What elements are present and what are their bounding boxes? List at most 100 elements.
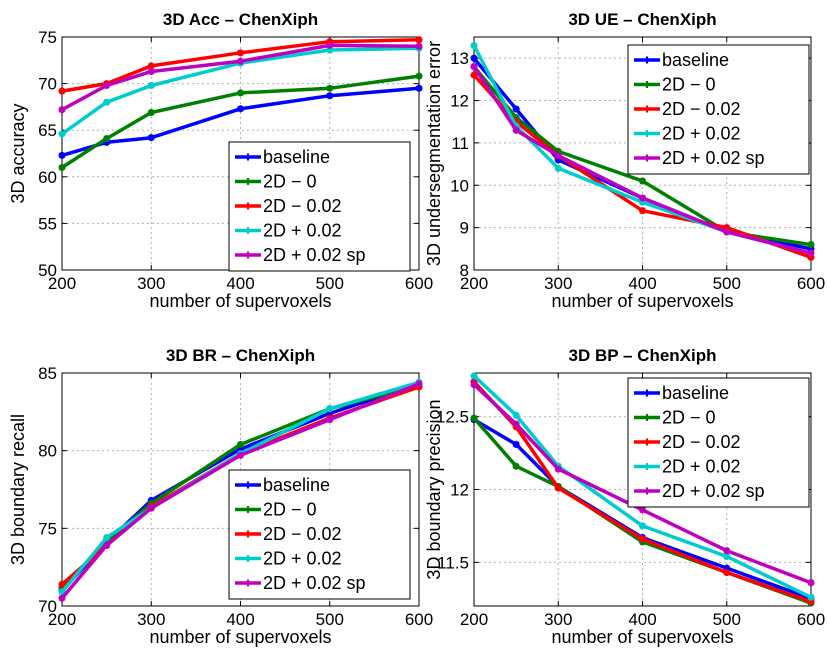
legend: baseline 2D − 0 2D − 0.02 2D + 0.02 2D + 0.0… [228,469,411,600]
legend-label: 2D + 0.02 [662,124,741,144]
data-point [512,462,520,470]
data-point [326,409,334,417]
data-point [147,62,155,70]
data-point [147,81,155,89]
series-line [61,38,420,93]
legend: baseline 2D − 0 2D − 0.02 2D + 0.02 2D + 0.0… [627,377,810,508]
legend-marker [244,481,252,489]
legend-marker [643,105,651,113]
legend: baseline 2D − 0 2D − 0.02 2D + 0.02 2D + 0.0… [228,141,411,272]
chart-title: 3D BP – ChenXiph [569,346,717,365]
series-line [61,74,420,169]
legend-label: 2D + 0.02 [662,457,741,477]
chart-4: 3D BP – ChenXiph 200 300 400 500 600 11.5 12 12.… [424,346,825,647]
data-point [58,594,66,602]
data-point [326,84,334,92]
legend-label: baseline [662,383,729,403]
legend-label: 2D − 0.02 [263,196,342,216]
data-point [807,593,815,601]
series-line [472,65,812,255]
legend-marker [244,579,252,587]
data-point [326,405,334,413]
data-point [639,207,646,215]
data-point [58,130,66,138]
x-tick-label: 400 [226,610,254,629]
y-tick-label: 85 [38,364,57,383]
data-point [512,118,520,126]
data-point [554,152,562,160]
data-point [58,106,66,114]
x-tick-label: 500 [316,610,344,629]
y-axis-label: 3D undersegmentation error [424,41,444,266]
x-tick-label: 600 [797,610,825,629]
data-point [103,541,111,549]
data-point [639,506,646,514]
series-5 [470,63,815,257]
x-axis-label: number of supervoxels [551,291,733,311]
legend-marker [244,555,252,562]
x-axis-label: number of supervoxels [149,291,331,311]
data-point [415,380,423,388]
legend-label: 2D − 0.02 [263,524,342,544]
x-tick-label: 500 [713,610,741,629]
data-point [554,164,562,172]
series-5 [58,380,423,602]
data-point [147,108,155,116]
data-point [237,451,244,459]
x-tick-label: 300 [137,274,165,293]
legend-label: 2D − 0 [662,75,716,95]
legend-label: 2D + 0.02 sp [263,245,366,265]
legend-label: 2D − 0.02 [662,99,741,119]
data-point [58,580,66,588]
legend-marker [643,154,651,162]
data-point [237,440,244,448]
legend-marker [244,506,252,513]
data-point [512,126,520,134]
data-point [147,504,155,512]
legend-marker [244,178,252,185]
x-tick-label: 300 [544,274,572,293]
data-point [58,163,66,171]
data-point [237,57,244,65]
x-tick-label: 200 [48,610,76,629]
legend: baseline 2D − 0 2D − 0.02 2D + 0.02 2D + 0.0… [627,44,810,175]
data-point [639,194,646,202]
legend-marker [643,463,651,470]
data-point [103,98,111,106]
data-point [807,598,815,606]
data-point [723,564,731,572]
y-tick-label: 12.5 [436,408,469,427]
legend-label: 2D + 0.02 sp [662,481,765,501]
data-point [470,381,478,389]
legend-marker [244,202,252,210]
x-tick-label: 500 [316,274,344,293]
series-5 [58,41,423,114]
y-tick-label: 65 [38,121,57,140]
data-point [237,105,244,113]
series-2 [58,72,423,171]
legend-marker [643,487,651,495]
data-point [415,72,423,80]
data-point [639,535,646,543]
data-point [723,224,731,232]
data-point [723,569,731,577]
y-axis-label: 3D accuracy [8,103,28,203]
x-axis-label: number of supervoxels [149,627,331,647]
series-line [60,46,420,136]
data-point [415,42,423,50]
series-line [472,383,812,585]
data-point [639,198,646,206]
y-tick-label: 9 [460,219,469,238]
data-point [237,89,244,97]
data-point [470,54,478,62]
chart-1: 3D Acc – ChenXiph 200 300 400 500 600 50 55 60 65… [8,10,433,311]
legend-label: 2D − 0 [662,408,716,428]
data-point [103,138,111,146]
data-point [554,465,562,473]
series-line [472,374,812,599]
data-point [723,552,731,560]
data-point [470,414,478,422]
data-point [807,253,815,261]
data-point [326,46,334,54]
